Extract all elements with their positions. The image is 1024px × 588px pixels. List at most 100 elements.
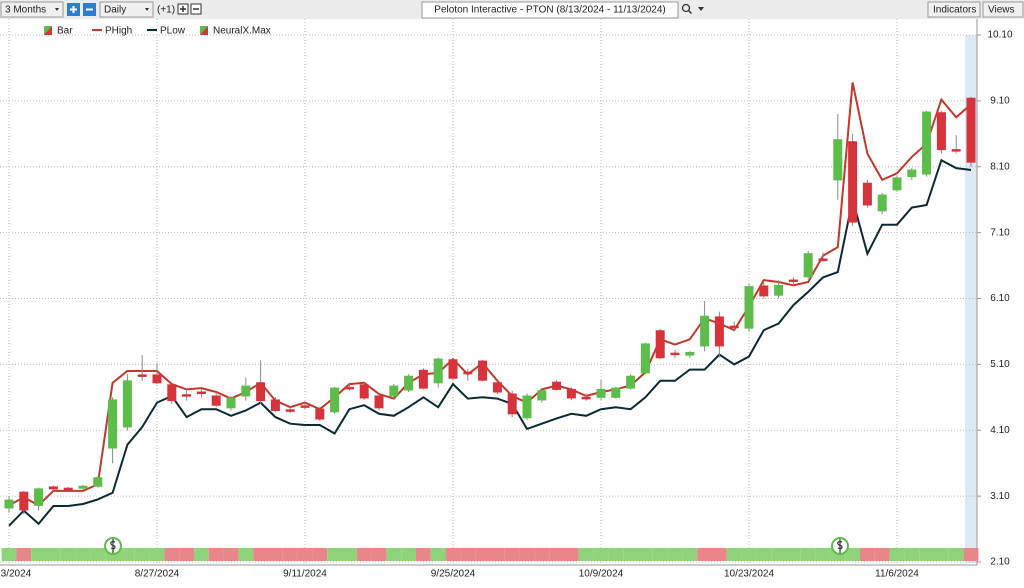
signal-segment xyxy=(756,548,772,561)
line-series xyxy=(8,82,972,507)
signal-segment xyxy=(786,548,801,561)
signal-segment xyxy=(253,548,268,561)
candle-body xyxy=(270,399,280,411)
candle-body xyxy=(182,394,192,397)
plus-icon xyxy=(180,6,186,12)
candle-body xyxy=(256,382,266,402)
candle-body xyxy=(4,499,14,509)
signal-segment xyxy=(31,548,46,561)
signal-segment xyxy=(726,548,742,561)
candle-body xyxy=(478,360,488,381)
candle-body xyxy=(700,315,710,347)
x-tick-label: 9/25/2024 xyxy=(431,569,476,580)
signal-segment xyxy=(638,548,653,561)
candle-body xyxy=(552,381,562,390)
interval-select[interactable] xyxy=(99,1,154,18)
signal-segment xyxy=(874,548,890,561)
signal-segment xyxy=(282,548,298,561)
symbol-box[interactable] xyxy=(421,1,679,19)
signal-segment xyxy=(149,548,165,561)
signal-segment xyxy=(238,548,254,561)
candle-body xyxy=(907,169,917,178)
y-tick-label: 10.10 xyxy=(987,30,1012,41)
candle-body xyxy=(774,284,784,296)
dropdown-arrow xyxy=(55,8,59,11)
candle-body xyxy=(389,385,399,397)
signal-segment xyxy=(164,548,180,561)
candle-body xyxy=(803,253,813,278)
signal-segment xyxy=(490,548,505,561)
y-tick-label: 4.10 xyxy=(990,425,1010,436)
signal-segment xyxy=(401,548,416,561)
candle-body xyxy=(404,375,414,391)
indicators-label: Indicators xyxy=(933,5,976,16)
signal-segment xyxy=(75,548,91,561)
signal-segment xyxy=(712,548,727,561)
candle-body xyxy=(892,177,902,191)
candle-body xyxy=(374,395,384,409)
legend-swatch xyxy=(200,26,208,35)
signal-segment xyxy=(430,548,446,561)
y-tick-label: 2.10 xyxy=(990,557,1010,568)
range-label: 3 Months xyxy=(5,5,46,16)
signal-segment xyxy=(194,548,209,561)
candle-body xyxy=(48,486,58,490)
candle-body xyxy=(418,369,428,389)
signal-segment xyxy=(445,548,461,561)
legend-label: Bar xyxy=(57,26,73,37)
signal-segment xyxy=(223,548,239,561)
signal-segment xyxy=(578,548,594,561)
signal-segment xyxy=(90,548,106,561)
dropdown-arrow[interactable] xyxy=(698,7,704,11)
legend-label: PHigh xyxy=(105,26,132,37)
x-tick-label: 10/23/2024 xyxy=(724,569,774,580)
candle-body xyxy=(936,112,946,151)
candle-body xyxy=(877,194,887,212)
y-tick-label: 5.10 xyxy=(990,359,1010,370)
range-select[interactable] xyxy=(0,1,64,18)
candle-body xyxy=(626,375,636,389)
search-handle xyxy=(687,9,693,15)
candle-body xyxy=(759,285,769,297)
legend-swatch xyxy=(44,26,52,35)
search-icon[interactable] xyxy=(681,3,691,13)
signal-segment xyxy=(504,548,520,561)
candle-body xyxy=(596,388,606,398)
candle-body xyxy=(537,390,547,401)
signal-segment xyxy=(593,548,609,561)
candle-body xyxy=(655,330,665,359)
indicators-button[interactable] xyxy=(927,1,981,18)
signal-segment xyxy=(16,548,32,561)
candle-body xyxy=(359,384,369,399)
signal-segment xyxy=(800,548,816,561)
signal-segment xyxy=(697,548,712,561)
signal-segment xyxy=(460,548,476,561)
candle-body xyxy=(862,182,872,206)
candle-body xyxy=(729,325,739,329)
signal-segment xyxy=(46,548,61,561)
signal-segment xyxy=(904,548,920,561)
views-button[interactable] xyxy=(982,1,1024,18)
candle-body xyxy=(241,385,251,397)
y-tick-label: 9.10 xyxy=(990,96,1010,107)
candle-body xyxy=(966,97,976,163)
candle-body xyxy=(211,395,221,406)
candle-body xyxy=(315,408,325,420)
signal-segment xyxy=(652,548,668,561)
candle-body xyxy=(152,374,162,384)
candle-body xyxy=(922,111,932,175)
signal-segment xyxy=(134,548,150,561)
candle-body xyxy=(744,286,754,329)
views-label: Views xyxy=(988,5,1015,16)
candle-body xyxy=(566,388,576,399)
candle-body xyxy=(788,279,798,283)
signal-segment xyxy=(60,548,76,561)
signal-segment xyxy=(682,548,698,561)
signal-segment xyxy=(519,548,535,561)
offset-label: (+1) xyxy=(157,5,175,16)
interval-label: Daily xyxy=(104,5,126,16)
signal-segment xyxy=(948,548,964,561)
candle-body xyxy=(167,384,177,402)
candle-body xyxy=(34,488,44,506)
signal-segment xyxy=(534,548,550,561)
